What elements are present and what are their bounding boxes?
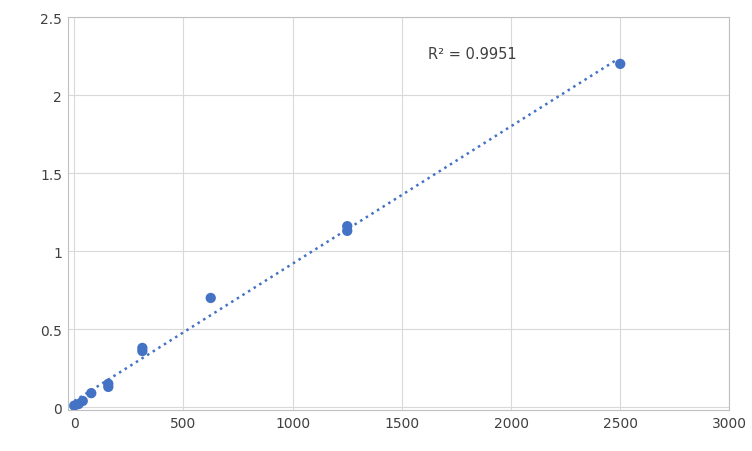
Point (77, 397, 89, 405)
Point (136, 345, 148, 352)
Point (136, 348, 148, 355)
Point (85, 390, 97, 397)
Point (102, 380, 114, 387)
Point (341, 228, 353, 235)
Point (341, 223, 353, 230)
Point (614, 61, 626, 69)
Point (72, 400, 84, 408)
Point (68, 402, 80, 410)
Point (205, 295, 217, 302)
Text: R² = 0.9951: R² = 0.9951 (428, 46, 517, 62)
Point (102, 383, 114, 391)
